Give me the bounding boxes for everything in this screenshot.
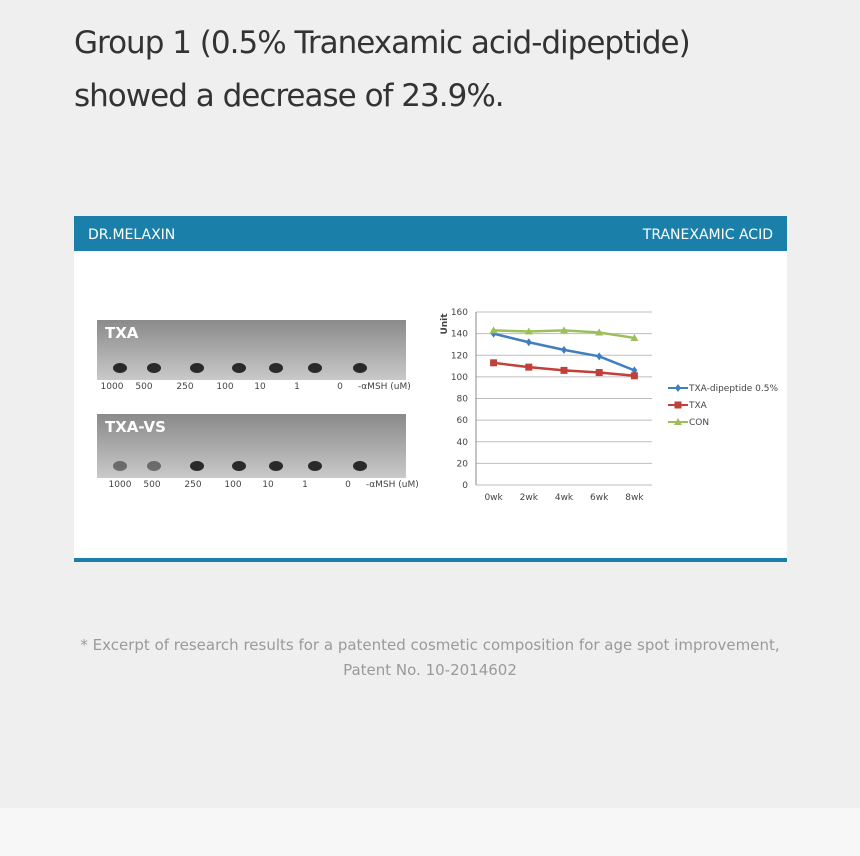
dose-label: 500 <box>135 382 152 392</box>
marker <box>489 326 498 334</box>
legend-marker <box>674 418 682 425</box>
dose-label: 1000 <box>101 382 124 392</box>
y-tick-label: 40 <box>457 438 469 448</box>
panel-footer <box>74 558 787 562</box>
y-axis-label: Unit <box>440 313 450 335</box>
bottom-band <box>0 808 860 856</box>
marker <box>560 366 568 374</box>
legend-label: TXA-dipeptide 0.5% <box>688 384 778 394</box>
photo-label: TXA <box>105 324 139 342</box>
pellet <box>113 363 127 373</box>
marker <box>490 359 498 367</box>
y-tick-label: 160 <box>451 308 468 318</box>
pellet <box>147 363 161 373</box>
pellet <box>269 461 283 471</box>
marker <box>630 372 638 380</box>
dose-label: 0 <box>345 480 351 490</box>
marker <box>595 369 603 377</box>
legend-label: TXA <box>688 401 708 411</box>
legend-marker <box>675 384 681 392</box>
panel-header <box>74 216 787 251</box>
marker <box>524 327 533 335</box>
x-tick-label: 8wk <box>625 493 644 503</box>
pellet <box>190 461 204 471</box>
pellet <box>308 363 322 373</box>
x-tick-label: 6wk <box>590 493 609 503</box>
dose-label: 100 <box>224 480 241 490</box>
x-tick-label: 2wk <box>520 493 539 503</box>
photo-label: TXA-VS <box>105 418 166 436</box>
headline: Group 1 (0.5% Tranexamic acid-dipeptide) <box>74 25 690 61</box>
y-tick-label: 140 <box>451 330 468 340</box>
marker <box>596 352 603 361</box>
x-tick-label: 4wk <box>555 493 574 503</box>
dose-label: 0 <box>337 382 343 392</box>
y-tick-label: 80 <box>457 395 469 405</box>
marker <box>595 328 604 336</box>
x-tick-label: 0wk <box>484 493 503 503</box>
y-tick-label: 100 <box>451 373 468 383</box>
marker <box>630 333 639 341</box>
product: TRANEXAMIC ACID <box>642 227 773 243</box>
dose-label: 1 <box>302 480 308 490</box>
footnote: * Excerpt of research results for a pate… <box>80 636 779 654</box>
legend-marker <box>674 401 682 409</box>
dose-label: 10 <box>262 480 274 490</box>
marker <box>525 363 533 371</box>
dose-label: 1000 <box>109 480 132 490</box>
dose-label: -αMSH (uM) <box>358 382 411 392</box>
pellet <box>308 461 322 471</box>
pellet <box>147 461 161 471</box>
brand: DR.MELAXIN <box>88 227 175 243</box>
dose-label: 250 <box>176 382 193 392</box>
headline: showed a decrease of 23.9%. <box>74 78 504 114</box>
marker <box>525 338 532 347</box>
pellet <box>232 461 246 471</box>
pellet <box>190 363 204 373</box>
dose-label: 1 <box>294 382 300 392</box>
y-tick-label: 0 <box>462 481 468 491</box>
pellet <box>353 461 367 471</box>
marker <box>561 345 567 354</box>
pellet <box>353 363 367 373</box>
marker <box>560 326 568 334</box>
pellet <box>269 363 283 373</box>
footnote: Patent No. 10-2014602 <box>343 661 517 679</box>
dose-label: -αMSH (uM) <box>366 480 419 490</box>
dose-label: 10 <box>254 382 266 392</box>
y-tick-label: 20 <box>457 459 469 469</box>
dose-label: 100 <box>216 382 233 392</box>
pellet <box>113 461 127 471</box>
dose-label: 250 <box>184 480 201 490</box>
y-tick-label: 120 <box>451 351 468 361</box>
pellet <box>232 363 246 373</box>
legend-label: CON <box>689 418 709 428</box>
dose-label: 500 <box>143 480 160 490</box>
y-tick-label: 60 <box>457 416 469 426</box>
